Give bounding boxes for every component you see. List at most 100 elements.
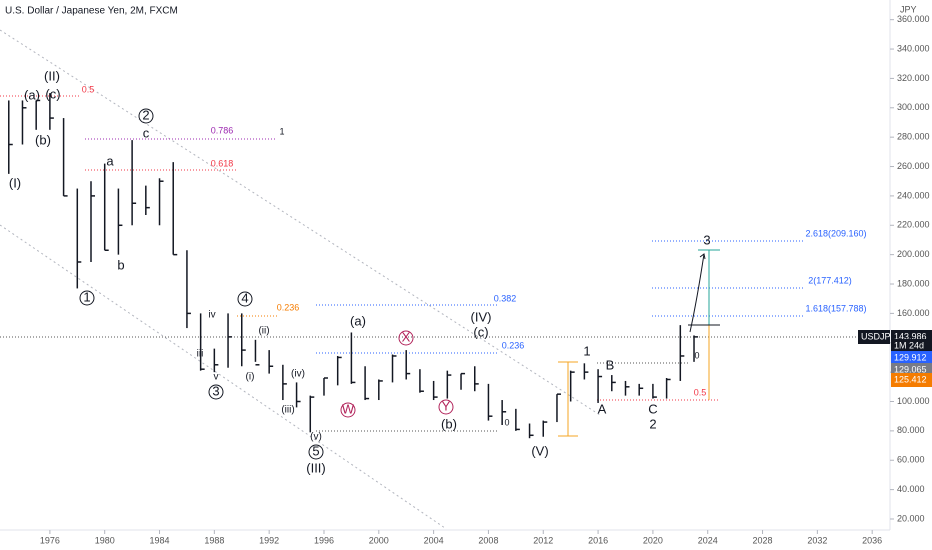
drawings (0, 29, 890, 529)
x-tick-label: 1988 (204, 535, 224, 545)
x-tick-label: 1976 (40, 535, 60, 545)
gray-price: 129.065 (894, 364, 927, 374)
blue-price-bg (891, 351, 932, 365)
x-tick-label: 1992 (259, 535, 279, 545)
x-tick-label: 2032 (807, 535, 827, 545)
countdown: 1M 24d (894, 340, 924, 350)
y-tick-label: 360.000 (897, 14, 930, 24)
annotation: (b) (441, 416, 457, 431)
annotation: 0.618 (211, 158, 234, 168)
orange-price: 125.412 (894, 374, 927, 384)
y-tick-label: 340.000 (897, 43, 930, 53)
annotation: W (342, 401, 355, 416)
x-tick-label: 1980 (95, 535, 115, 545)
annotation: (IV) (471, 309, 492, 324)
projection-arrow (699, 253, 706, 260)
x-tick-label: 2036 (862, 535, 882, 545)
x-tick-label: 2012 (533, 535, 553, 545)
annotation: (iii) (281, 405, 294, 416)
annotation: 1 (279, 126, 284, 136)
annotation: 5 (312, 443, 319, 458)
y-tick-label: 220.000 (897, 220, 930, 230)
y-tick-label: 60.000 (897, 455, 925, 465)
annotation: 1 (583, 343, 590, 358)
annotation: (ii) (258, 326, 269, 337)
annotation: 2 (142, 107, 149, 122)
wave-circle (138, 108, 154, 124)
annotation: 0.5 (694, 387, 707, 397)
wave-circle (79, 290, 95, 306)
annotation: 3 (212, 383, 219, 398)
x-tick-label: 2004 (424, 535, 444, 545)
x-tick-label: 1996 (314, 535, 334, 545)
annotation: B (606, 357, 615, 372)
symbol-tag-bg (858, 330, 890, 344)
y-tick-label: 320.000 (897, 73, 930, 83)
annotation: iii (197, 349, 204, 360)
y-tick-label: 240.000 (897, 190, 930, 200)
annotation: iv (208, 310, 215, 321)
y-tick-label: 260.000 (897, 161, 930, 171)
annotation: (i) (246, 372, 255, 383)
annotation: 0.382 (494, 293, 517, 303)
y-tick-label: 40.000 (897, 484, 925, 494)
chart-title: U.S. Dollar / Japanese Yen, 2M, FXCM (5, 6, 178, 17)
x-tick-label: 2008 (478, 535, 498, 545)
annotation: C (648, 401, 657, 416)
x-tick-label: 2028 (753, 535, 773, 545)
x-tick-label: 2000 (369, 535, 389, 545)
annotation: (v) (310, 432, 322, 443)
symbol-tag: USDJPY (861, 331, 897, 341)
annotation: b (117, 257, 124, 272)
annotation: (c) (473, 324, 488, 339)
projection-arrow (689, 253, 705, 333)
annotation: 2(177.412) (808, 275, 852, 285)
annotation: v (214, 372, 219, 383)
y-tick-label: 20.000 (897, 513, 925, 523)
x-tick-label: 1984 (150, 535, 170, 545)
wave-circle (340, 402, 356, 418)
y-tick-label: 180.000 (897, 278, 930, 288)
annotation: 0.236 (277, 302, 300, 312)
channel-line (0, 29, 601, 416)
annotation: 0.5 (82, 84, 95, 94)
channel-line (0, 224, 446, 529)
wave-circle (237, 291, 253, 307)
y-tick-label: 280.000 (897, 132, 930, 142)
y-tick-label: 80.000 (897, 425, 925, 435)
annotation: 0.236 (502, 340, 525, 350)
y-tick-label: 100.000 (897, 396, 930, 406)
countdown-bg (891, 339, 932, 353)
annotation: 3 (703, 232, 710, 247)
annotation: a (106, 153, 114, 168)
wave-circle (438, 399, 454, 415)
annotation: 0 (504, 417, 509, 427)
annotation: 0.786 (211, 125, 234, 135)
annotation: (a) (350, 313, 366, 328)
annotation: 1 (83, 289, 90, 304)
orange-price-bg (891, 373, 932, 387)
annotation: Y (442, 398, 451, 413)
annotation: 4 (241, 290, 248, 305)
y-tick-label: 160.000 (897, 308, 930, 318)
annotation: 1.618(157.788) (805, 303, 866, 313)
annotation: (b) (35, 132, 51, 147)
annotation: (a) (24, 87, 40, 102)
annotation: (iv) (291, 369, 305, 380)
x-tick-label: 2016 (588, 535, 608, 545)
annotation: (II) (44, 68, 60, 83)
x-tick-label: 2020 (643, 535, 663, 545)
y-tick-label: 200.000 (897, 249, 930, 259)
x-tick-label: 2024 (698, 535, 718, 545)
y-tick-label: 300.000 (897, 102, 930, 112)
annotation: A (598, 401, 607, 416)
annotation: X (402, 329, 411, 344)
axis-unit: JPY (900, 4, 917, 14)
annotation: (c) (45, 86, 60, 101)
annotation: 0 (694, 350, 699, 360)
annotation: c (143, 125, 150, 140)
annotation: (III) (306, 460, 326, 475)
wave-circle (208, 384, 224, 400)
wave-circle (398, 330, 414, 346)
